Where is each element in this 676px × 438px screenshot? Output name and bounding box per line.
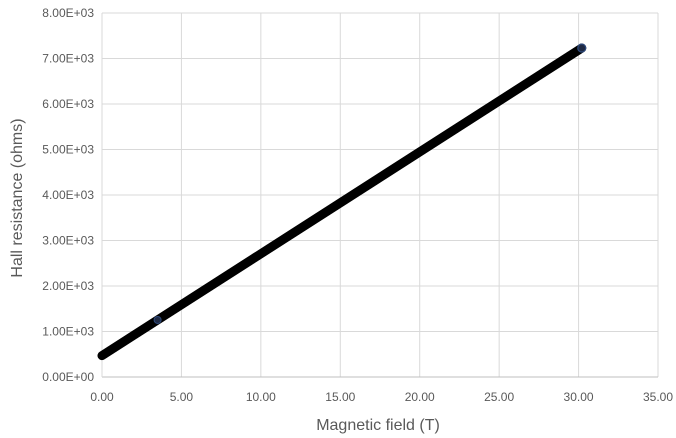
x-tick-label: 35.00 <box>643 390 673 404</box>
y-tick-label: 4.00E+03 <box>42 188 94 202</box>
y-tick-label: 2.00E+03 <box>42 279 94 293</box>
data-series <box>97 43 587 361</box>
y-axis-title: Hall resistance (ohms) <box>9 118 26 277</box>
y-tick-label: 7.00E+03 <box>42 52 94 66</box>
gridlines <box>102 12 659 377</box>
x-tick-label: 15.00 <box>325 390 355 404</box>
x-axis-title: Magnetic field (T) <box>316 417 440 434</box>
x-tick-label: 0.00 <box>90 390 114 404</box>
y-tick-label: 0.00E+00 <box>42 370 94 384</box>
data-point-end <box>577 43 587 53</box>
x-tick-label: 25.00 <box>484 390 514 404</box>
y-tick-label: 5.00E+03 <box>42 143 94 157</box>
x-tick-label: 30.00 <box>564 390 594 404</box>
y-tick-labels: 0.00E+00 1.00E+03 2.00E+03 3.00E+03 4.00E+03… <box>42 6 94 384</box>
x-tick-label: 5.00 <box>170 390 194 404</box>
y-tick-label: 1.00E+03 <box>42 325 94 339</box>
x-tick-label: 20.00 <box>405 390 435 404</box>
y-tick-label: 6.00E+03 <box>42 97 94 111</box>
y-tick-label: 8.00E+03 <box>42 6 94 20</box>
y-tick-label: 3.00E+03 <box>42 234 94 248</box>
x-tick-labels: 0.00 5.00 10.00 15.00 20.00 25.00 30.00 35.00 <box>90 390 673 404</box>
x-tick-label: 10.00 <box>246 390 276 404</box>
axes <box>101 13 658 378</box>
data-point-highlight <box>153 315 162 324</box>
